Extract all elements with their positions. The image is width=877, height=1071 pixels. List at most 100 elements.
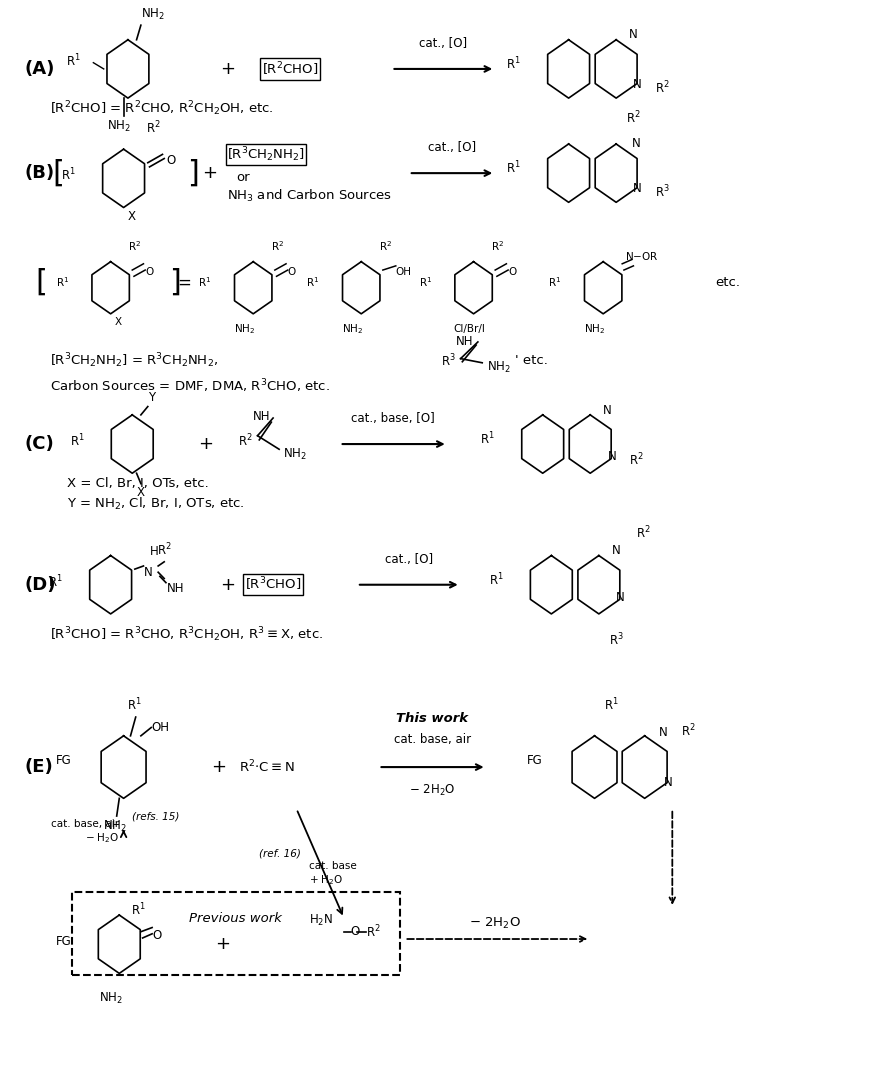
Text: R$^2$: R$^2$ — [629, 451, 643, 468]
Text: R$^2$: R$^2$ — [365, 923, 380, 940]
Text: R$^1$: R$^1$ — [418, 275, 431, 289]
Text: X: X — [137, 486, 145, 499]
Text: R$^1$: R$^1$ — [506, 56, 520, 72]
Text: cat., [O]: cat., [O] — [384, 553, 432, 565]
Text: R$^2$: R$^2$ — [239, 433, 253, 449]
Text: =: = — [177, 273, 191, 291]
Text: H: H — [149, 545, 158, 558]
Text: or: or — [236, 170, 249, 184]
Text: N: N — [631, 137, 639, 150]
Text: R$^3$: R$^3$ — [441, 352, 456, 369]
Text: NH: NH — [167, 582, 184, 594]
Text: R$^2$: R$^2$ — [681, 722, 695, 739]
Text: +: + — [219, 60, 234, 78]
Text: [R$^2$CHO]: [R$^2$CHO] — [261, 60, 317, 78]
Text: R$^2$: R$^2$ — [378, 240, 391, 254]
Text: [R$^3$CH$_2$NH$_2$]: [R$^3$CH$_2$NH$_2$] — [227, 145, 305, 164]
Text: Cl/Br/I: Cl/Br/I — [453, 325, 485, 334]
Text: O: O — [145, 267, 153, 277]
Text: R$^2$$\cdot$C$\equiv$N: R$^2$$\cdot$C$\equiv$N — [239, 758, 294, 775]
Text: R$^1$: R$^1$ — [70, 433, 84, 449]
Text: X = Cl, Br, I, OTs, etc.: X = Cl, Br, I, OTs, etc. — [68, 478, 209, 491]
Text: NH: NH — [253, 410, 270, 423]
Text: OH: OH — [396, 267, 411, 277]
Text: +: + — [210, 758, 226, 776]
Text: N: N — [663, 776, 672, 789]
Text: [R$^3$CHO]: [R$^3$CHO] — [245, 576, 301, 593]
Text: O: O — [508, 267, 516, 277]
Text: R$^2$: R$^2$ — [128, 240, 141, 254]
Text: +: + — [219, 576, 234, 593]
Text: H$_2$N: H$_2$N — [309, 912, 333, 927]
Text: R$^2$: R$^2$ — [157, 542, 171, 559]
Text: NH$_3$ and Carbon Sources: NH$_3$ and Carbon Sources — [227, 188, 392, 205]
Text: [: [ — [36, 268, 47, 297]
Text: R$^1$: R$^1$ — [131, 902, 146, 918]
Text: NH$_2$: NH$_2$ — [583, 322, 604, 336]
Text: O: O — [351, 925, 360, 938]
Text: N$-$OR: N$-$OR — [624, 251, 658, 262]
Text: cat. base
+ H$_2$O: cat. base + H$_2$O — [309, 861, 357, 887]
Text: (A): (A) — [25, 60, 54, 78]
Text: NH$_2$: NH$_2$ — [140, 6, 165, 22]
Text: NH$_2$: NH$_2$ — [486, 360, 510, 375]
Text: NH$_2$: NH$_2$ — [342, 322, 363, 336]
Text: [R$^2$CHO] = R$^2$CHO, R$^2$CH$_2$OH, etc.: [R$^2$CHO] = R$^2$CHO, R$^2$CH$_2$OH, et… — [50, 100, 274, 118]
Text: cat. base, air: cat. base, air — [393, 734, 470, 746]
Text: R$^1$: R$^1$ — [48, 573, 63, 590]
Text: R$^1$: R$^1$ — [548, 275, 561, 289]
Text: etc.: etc. — [715, 276, 739, 289]
Text: (ref. 16): (ref. 16) — [259, 848, 301, 858]
Text: R$^1$: R$^1$ — [603, 696, 618, 713]
Text: R$^1$: R$^1$ — [306, 275, 319, 289]
Text: R$^1$: R$^1$ — [488, 571, 503, 588]
Text: R$^1$: R$^1$ — [506, 160, 520, 177]
Text: cat. base, air
$-$ H$_2$O: cat. base, air $-$ H$_2$O — [51, 819, 119, 845]
Text: cat., [O]: cat., [O] — [427, 141, 475, 154]
Text: Carbon Sources = DMF, DMA, R$^3$CHO, etc.: Carbon Sources = DMF, DMA, R$^3$CHO, etc… — [50, 377, 330, 394]
Text: Y = NH$_2$, Cl, Br, I, OTs, etc.: Y = NH$_2$, Cl, Br, I, OTs, etc. — [68, 496, 245, 512]
Text: +: + — [198, 435, 213, 453]
Text: $-$ 2H$_2$O: $-$ 2H$_2$O — [409, 783, 454, 798]
Text: R$^1$: R$^1$ — [480, 431, 495, 448]
Text: N: N — [611, 544, 620, 557]
Text: ' etc.: ' etc. — [515, 355, 547, 367]
Text: FG: FG — [526, 754, 542, 767]
Text: (refs. 15): (refs. 15) — [132, 812, 180, 821]
Text: NH$_2$: NH$_2$ — [98, 991, 123, 1007]
Text: [R$^3$CHO] = R$^3$CHO, R$^3$CH$_2$OH, R$^3$$\equiv$X, etc.: [R$^3$CHO] = R$^3$CHO, R$^3$CH$_2$OH, R$… — [50, 625, 323, 644]
Text: (B): (B) — [25, 164, 54, 182]
Text: +: + — [203, 164, 217, 182]
Text: NH$_2$: NH$_2$ — [107, 119, 131, 134]
Text: O: O — [152, 930, 161, 942]
Text: +: + — [215, 935, 230, 953]
Text: cat., [O]: cat., [O] — [419, 37, 467, 50]
Text: ]: ] — [169, 268, 182, 297]
Text: FG: FG — [56, 935, 72, 948]
Text: (E): (E) — [25, 758, 53, 776]
Text: This work: This work — [396, 712, 467, 725]
Text: R$^1$: R$^1$ — [66, 52, 81, 69]
Text: ]: ] — [187, 159, 198, 187]
Text: R$^2$: R$^2$ — [270, 240, 283, 254]
Text: N: N — [616, 591, 624, 604]
Text: R$^2$: R$^2$ — [635, 525, 650, 541]
Text: R$^2$: R$^2$ — [146, 120, 161, 137]
Text: R$^3$: R$^3$ — [654, 183, 669, 200]
Text: (C): (C) — [25, 435, 53, 453]
Text: N: N — [659, 726, 667, 739]
Text: cat., base, [O]: cat., base, [O] — [351, 412, 435, 425]
Text: (D): (D) — [25, 576, 55, 593]
Text: NH$_2$: NH$_2$ — [234, 322, 255, 336]
Text: R$^2$: R$^2$ — [654, 79, 669, 96]
Text: X: X — [115, 317, 122, 327]
Text: N: N — [632, 182, 641, 195]
Text: O: O — [288, 267, 296, 277]
Text: R$^2$: R$^2$ — [490, 240, 503, 254]
Text: N: N — [632, 78, 641, 91]
Text: N: N — [628, 28, 637, 41]
Text: N: N — [607, 450, 616, 463]
Text: R$^1$: R$^1$ — [198, 275, 211, 289]
Text: N: N — [143, 565, 152, 578]
Text: $-$ 2H$_2$O: $-$ 2H$_2$O — [468, 916, 520, 931]
